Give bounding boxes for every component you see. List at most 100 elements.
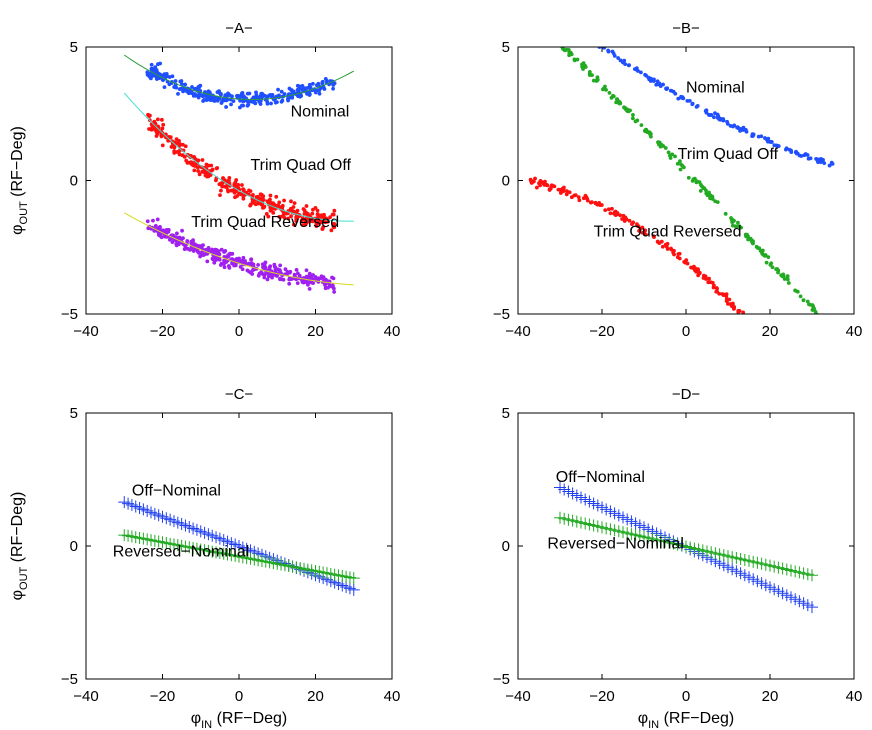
y-tick-label: −5 [61,671,78,688]
data-point [237,191,241,196]
data-point [268,208,273,213]
data-point [830,161,835,166]
data-point [671,250,676,255]
data-point [639,123,644,128]
data-point [818,319,822,323]
data-point [158,227,163,232]
data-point [187,160,191,165]
data-point [232,261,236,266]
data-point [213,178,218,183]
x-tick-label: 40 [846,688,863,705]
data-point [228,251,232,256]
data-point [161,122,166,127]
data-point [145,219,150,224]
y-tick-label: 5 [70,405,78,422]
data-point [219,188,223,193]
data-point [656,82,661,87]
data-point [240,267,245,272]
data-point [698,189,703,193]
data-point [572,57,577,62]
data-point [739,225,743,230]
data-point [306,85,310,90]
data-point [782,277,787,281]
data-point [268,197,272,202]
data-point [668,156,673,160]
data-point [242,260,247,264]
data-point [241,255,246,260]
data-point [694,180,699,185]
data-point [217,91,222,95]
panel-b: −B− Nominal Trim Quad Off Trim Quad Reverse… [493,20,862,340]
data-point [708,193,713,198]
data-point [176,91,180,96]
data-point [173,79,178,83]
x-tick-label: 40 [384,323,401,340]
data-point [281,277,286,282]
y-tick-label: −5 [61,306,78,323]
data-point [167,237,172,242]
data-point [199,93,204,98]
data-point [556,187,561,192]
plot-area [123,54,354,294]
data-point [606,49,611,53]
data-point [169,145,174,149]
data-point [220,184,225,189]
data-point [256,263,261,267]
data-point [301,207,306,211]
data-point [798,294,803,299]
x-tick-label: −40 [73,323,98,340]
data-point [307,287,312,291]
data-point [273,273,277,277]
x-tick-label: 40 [384,688,401,705]
data-point [725,121,730,126]
data-point [673,91,678,96]
data-point [686,175,691,180]
data-point [736,220,740,225]
data-point [820,318,824,322]
data-point [787,147,792,152]
x-tick-label: −40 [73,688,98,705]
data-point [631,220,636,225]
data-point [236,182,241,187]
series-annotation: Nominal [291,103,350,120]
data-point [826,324,830,328]
data-point [329,228,334,233]
data-point [147,114,152,119]
data-point [603,84,607,89]
x-tick-label: −20 [589,323,614,340]
data-point [156,62,160,67]
data-point [240,103,244,108]
y-axis-label: φOUT (RF−Deg) [9,126,30,235]
data-point [156,232,161,237]
data-point [187,91,191,96]
data-point [297,273,302,278]
data-point [745,232,749,237]
data-point [147,71,152,76]
data-point [655,79,660,84]
data-point [715,289,719,294]
data-point [611,93,615,98]
data-point [762,253,767,258]
data-point [151,218,155,223]
data-point [608,211,613,216]
data-point [745,315,749,319]
data-point [251,268,255,273]
data-point [201,99,206,103]
data-point [226,189,231,194]
data-point [159,235,164,240]
data-point [643,72,647,77]
data-point [712,115,716,120]
data-point [596,42,600,46]
series-nominal [123,54,354,110]
x-tick-label: −20 [150,688,175,705]
data-point [738,128,742,133]
data-marker [347,583,360,596]
data-point [204,98,209,103]
data-point [601,87,605,92]
x-tick-label: 20 [307,323,324,340]
data-point [612,53,617,58]
data-point [588,200,593,205]
data-point [678,167,683,172]
data-point [621,60,625,65]
x-tick-label: −20 [150,323,175,340]
